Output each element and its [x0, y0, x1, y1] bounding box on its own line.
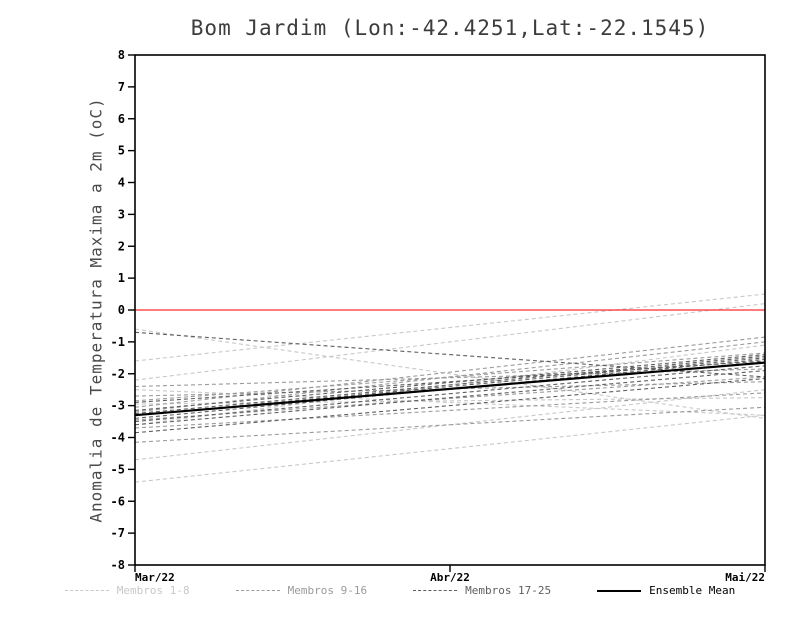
- y-tick-label: -5: [111, 462, 125, 476]
- member-line: [134, 392, 766, 429]
- ensemble-mean-line: [134, 361, 766, 417]
- legend-label: Ensemble Mean: [649, 584, 736, 597]
- y-tick-label: 6: [118, 112, 125, 126]
- member-line: [134, 406, 766, 443]
- y-tick-label: -2: [111, 367, 125, 381]
- member-line: [134, 377, 766, 434]
- y-tick-label: 7: [118, 80, 125, 94]
- legend-label: Membros 9-16: [287, 584, 368, 597]
- y-tick-label: 0: [118, 303, 125, 317]
- legend: Membros 1-8 Membros 9-16 Membros 17-25 E…: [0, 584, 800, 597]
- member-line: [134, 352, 766, 402]
- x-tick-label: Mar/22: [135, 571, 175, 584]
- member-line: [134, 414, 766, 483]
- member-line: [134, 370, 766, 426]
- y-tick-label: 3: [118, 207, 125, 221]
- member-line: [134, 365, 766, 423]
- y-tick-label: -3: [111, 399, 125, 413]
- plot-title: Bom Jardim (Lon:-42.4251,Lat:-22.1545): [190, 16, 710, 40]
- legend-item-ensemble-mean: Ensemble Mean: [597, 584, 735, 597]
- legend-label: Membros 1-8: [116, 584, 190, 597]
- member-line: [134, 293, 766, 362]
- y-tick-label: -1: [111, 335, 125, 349]
- member-line: [134, 354, 766, 411]
- legend-solid-line-swatch: [597, 589, 642, 592]
- x-tick-label: Mai/22: [725, 571, 765, 584]
- legend-dashed-line-swatch: [64, 590, 109, 591]
- y-tick-label: -4: [111, 431, 125, 445]
- member-line: [134, 360, 766, 403]
- y-tick-label: 2: [118, 239, 125, 253]
- y-tick-label: -6: [111, 494, 125, 508]
- legend-item-membros-17-25: Membros 17-25: [413, 584, 551, 597]
- y-tick-label: -8: [111, 558, 125, 572]
- member-line: [134, 355, 766, 415]
- y-tick-label: 1: [118, 271, 125, 285]
- y-tick-label: -7: [111, 526, 125, 540]
- legend-item-membros-9-16: Membros 9-16: [235, 584, 368, 597]
- member-line: [134, 328, 766, 419]
- y-tick-label: 5: [118, 144, 125, 158]
- y-tick-label: 8: [118, 48, 125, 62]
- legend-label: Membros 17-25: [465, 584, 552, 597]
- legend-dashed-line-swatch: [235, 590, 280, 591]
- x-tick-label: Abr/22: [430, 571, 470, 584]
- legend-item-membros-1-8: Membros 1-8: [64, 584, 190, 597]
- y-tick-label: 4: [118, 176, 125, 190]
- member-line: [134, 303, 766, 381]
- legend-dashed-line-swatch: [413, 590, 458, 591]
